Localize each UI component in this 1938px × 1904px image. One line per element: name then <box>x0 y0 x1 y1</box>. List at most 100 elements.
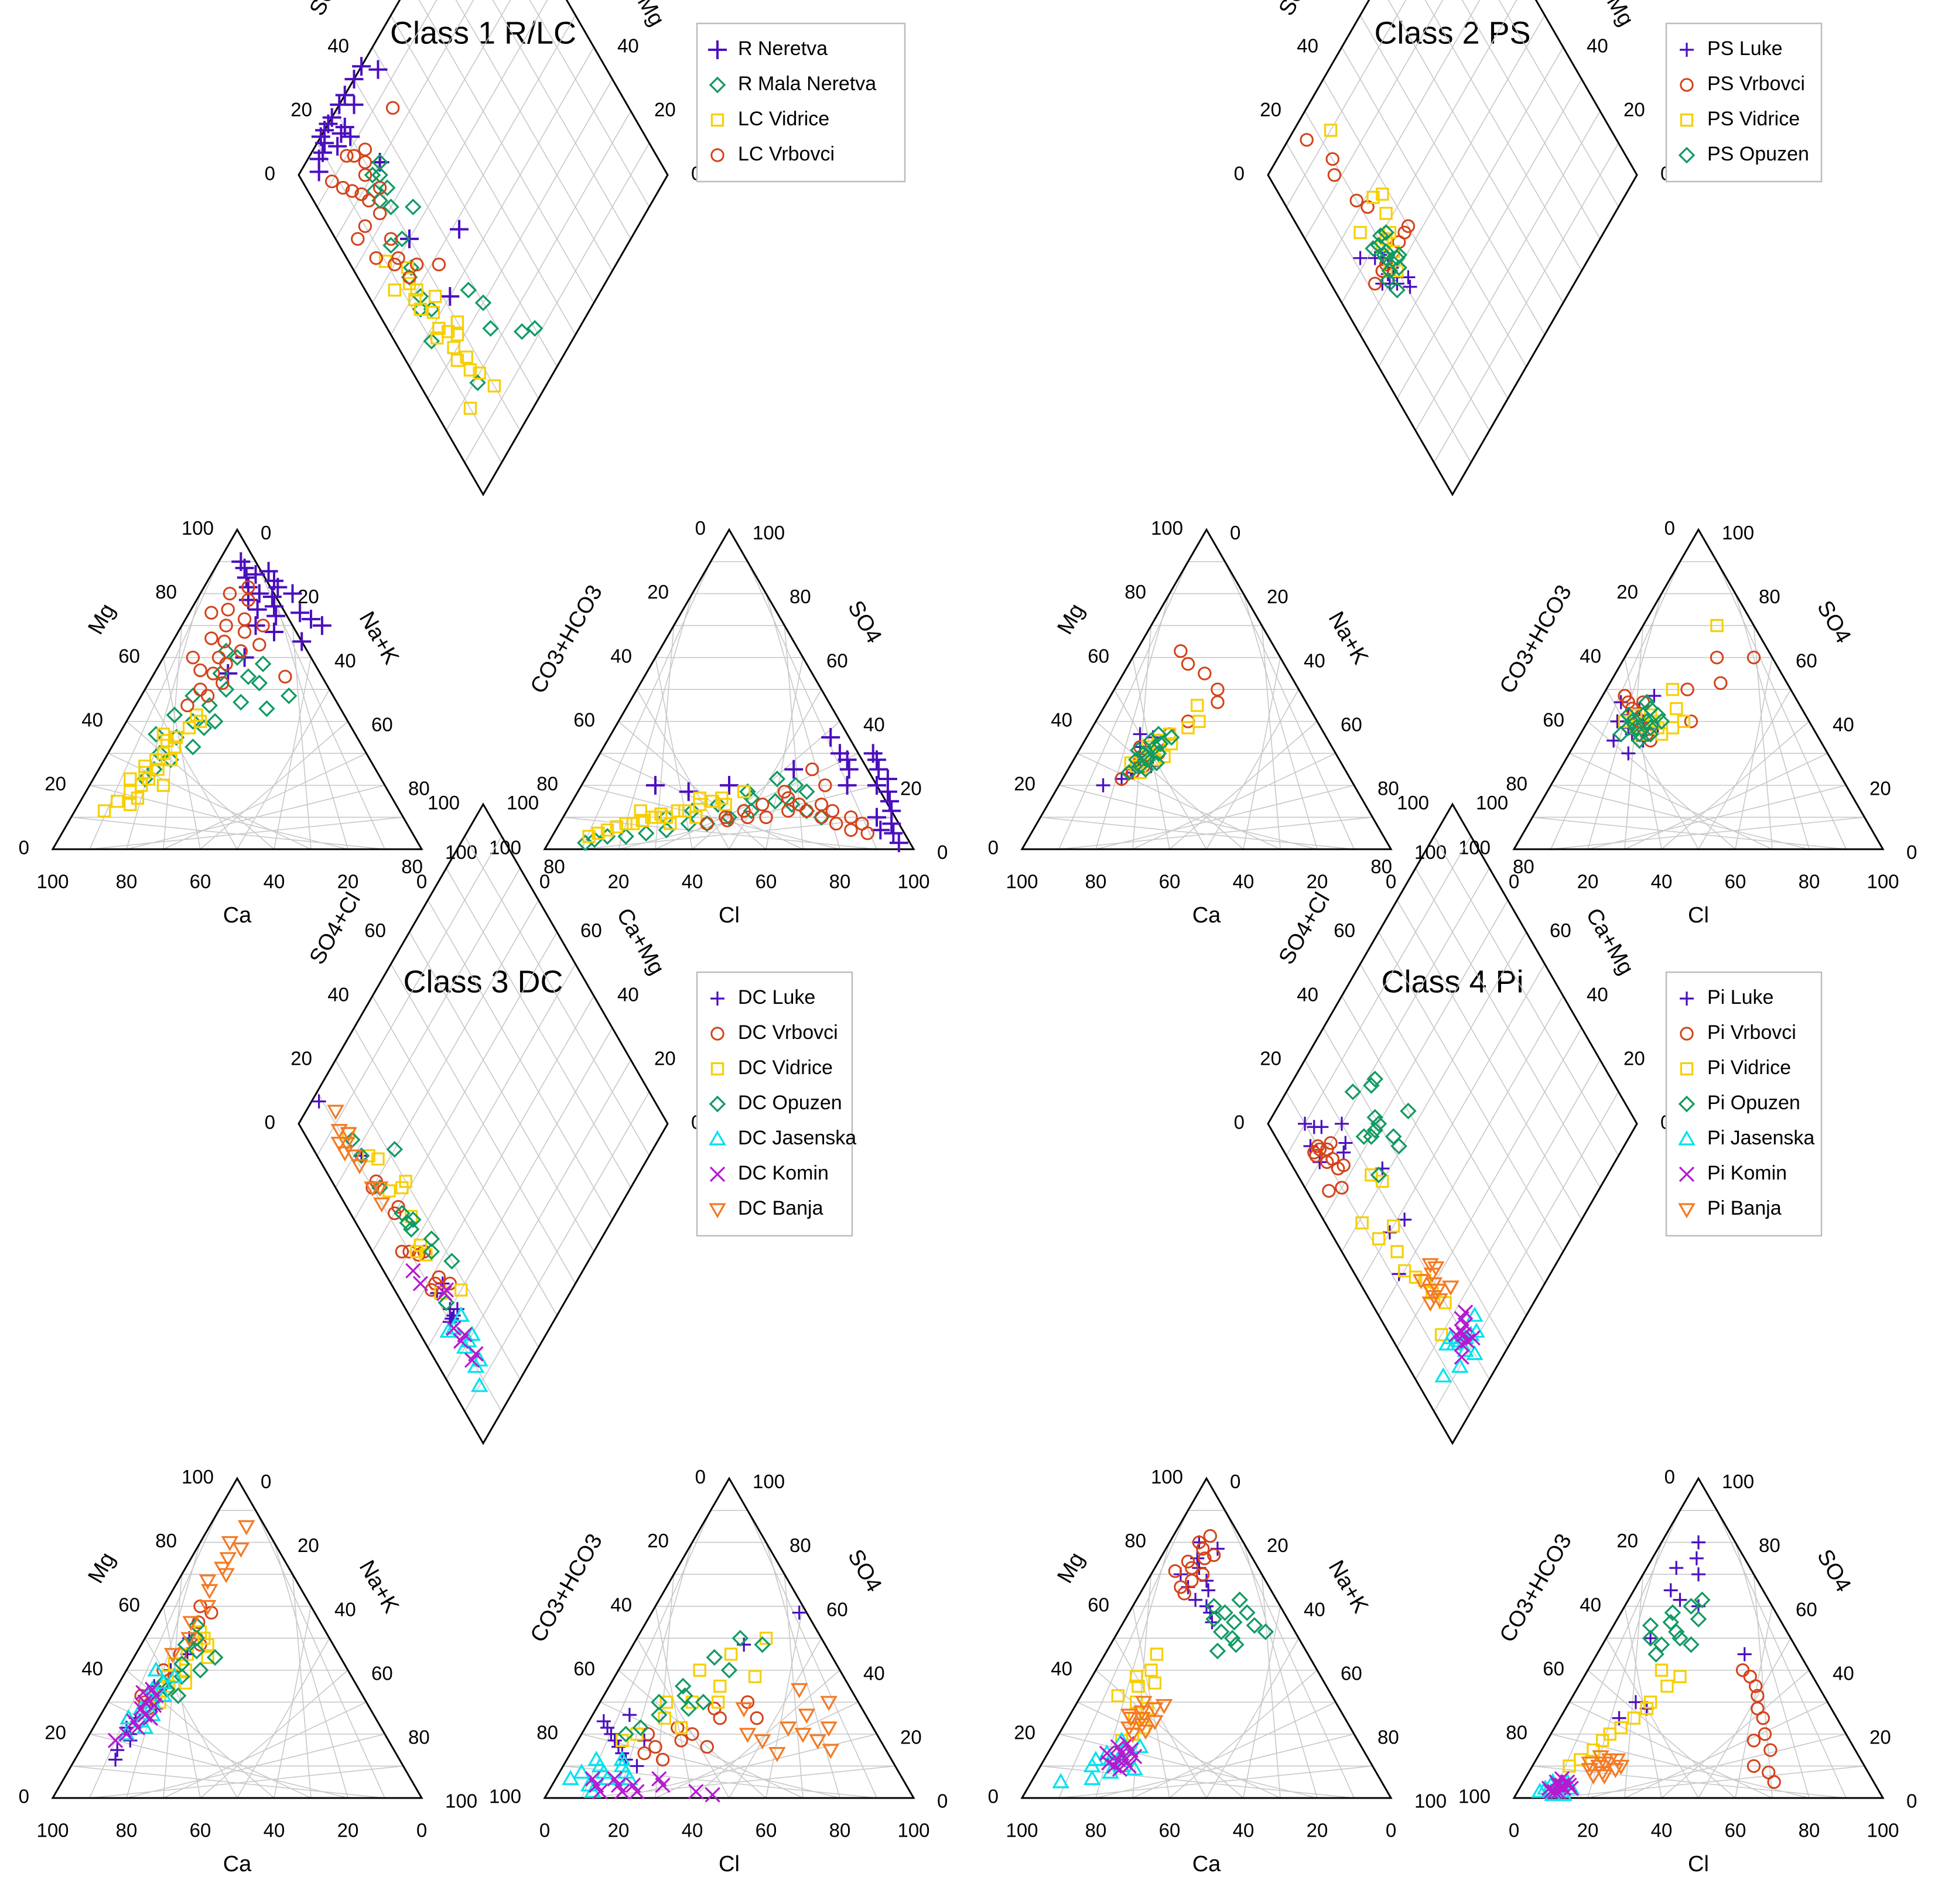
diamond-data-point <box>358 219 372 233</box>
diamond-grid-line <box>353 900 539 1220</box>
diamond-data-point <box>368 60 388 79</box>
cation-data-point <box>1096 778 1110 792</box>
diamond-grid-line <box>1415 867 1601 1188</box>
cation-grid-line <box>274 593 348 850</box>
anion-data-point <box>1640 1702 1653 1715</box>
diamond-data-point <box>353 1147 370 1164</box>
diamond-data-point <box>463 401 477 415</box>
anion-data-point <box>830 744 849 763</box>
anion-data-point <box>709 796 727 813</box>
diamond-data-point <box>322 108 341 127</box>
cation-data-point <box>119 1709 137 1725</box>
cation-left-tick: 80 <box>155 1530 177 1551</box>
anion-data-point <box>1763 1743 1778 1757</box>
diamond-data-point <box>1426 1286 1439 1300</box>
diamond-grid-line <box>1359 15 1546 336</box>
cation-data-point <box>240 668 257 685</box>
diamond-data-point <box>463 363 477 377</box>
legend: R Neretva R Mala Neretva LC Vidrice LC Vrbo… <box>696 22 906 183</box>
cation-data-point <box>214 1561 231 1577</box>
cation-right-tick: 20 <box>298 586 319 607</box>
cation-data-point <box>254 655 272 672</box>
cation-data-point <box>1137 1724 1154 1740</box>
diamond-left-tick: 0 <box>1234 1112 1245 1133</box>
cation-data-point <box>1133 727 1147 741</box>
cation-data-point <box>180 698 194 713</box>
diamond-data-point <box>1454 1324 1469 1339</box>
diamond-data-point <box>335 86 354 105</box>
diamond-left-tick: 60 <box>1334 919 1355 941</box>
legend: DC Luke DC Vrbovci DC Vidrice DC Opuzen DC J… <box>696 971 856 1237</box>
cation-data-point <box>1192 715 1206 728</box>
anion-data-point <box>1751 1688 1765 1703</box>
diamond-data-point <box>1383 225 1397 240</box>
anion-data-point <box>1691 1567 1705 1582</box>
anion-right-tick: 20 <box>1869 1727 1891 1748</box>
diamond-data-point <box>331 124 351 143</box>
diamond-data-point <box>487 379 501 393</box>
diamond-data-point <box>1409 1270 1423 1284</box>
diamond-data-point <box>372 1197 391 1213</box>
anion-data-point <box>818 778 832 792</box>
diamond-data-point <box>347 149 361 163</box>
axis-name-ca: Ca <box>223 1852 252 1876</box>
diamond-data-point <box>402 277 416 290</box>
diamond-data-point <box>457 1327 473 1343</box>
anion-data-point <box>680 1700 697 1717</box>
cation-data-point <box>206 713 224 730</box>
anion-data-point <box>756 797 770 812</box>
cation-right-tick: 40 <box>334 650 356 671</box>
cation-data-point <box>1168 1564 1182 1578</box>
anion-data-point <box>855 816 869 831</box>
cation-data-point <box>1150 745 1167 762</box>
anion-data-point <box>719 810 733 825</box>
cation-data-point <box>1100 1755 1117 1771</box>
cation-data-point <box>219 1552 237 1568</box>
anion-data-point <box>1672 1629 1689 1647</box>
diamond-data-point <box>1372 1232 1386 1246</box>
cation-data-point <box>169 1687 187 1704</box>
cation-data-point <box>1122 1712 1140 1727</box>
diamond-grid-line <box>455 0 613 271</box>
anion-data-point <box>617 1725 634 1743</box>
anion-data-point <box>582 829 596 843</box>
diamond-data-point <box>1353 251 1368 265</box>
cation-data-point <box>204 606 218 620</box>
anion-data-point <box>622 1708 637 1722</box>
anion-data-point <box>820 1696 838 1711</box>
cation-data-point <box>131 791 145 805</box>
cation-grid-line <box>1224 1510 1355 1799</box>
cation-data-point <box>1099 1745 1115 1761</box>
anion-data-point <box>1663 1583 1678 1598</box>
anion-data-point <box>646 775 665 795</box>
cation-left-tick: 100 <box>1151 1466 1183 1488</box>
diamond-grid-line <box>446 867 631 1188</box>
cation-data-point <box>1083 1757 1101 1773</box>
cation-data-point <box>1137 761 1154 778</box>
cation-data-point <box>144 1681 160 1697</box>
diamond-data-point <box>344 70 364 89</box>
legend-marker <box>709 76 726 94</box>
anion-bottom-tick: 40 <box>682 871 703 893</box>
anion-right-tick: 40 <box>863 1662 885 1684</box>
diamond-data-point <box>1375 264 1390 278</box>
legend-marker <box>1678 1095 1696 1113</box>
diamond-data-point <box>409 257 424 272</box>
anion-right-tick: 20 <box>900 1727 922 1748</box>
diamond-data-point <box>327 1105 344 1120</box>
cation-right-tick: 100 <box>445 1790 477 1812</box>
cation-data-point <box>190 708 203 722</box>
anion-data-point <box>1642 700 1659 717</box>
anion-data-point <box>1758 1727 1772 1741</box>
anion-data-point <box>724 1647 738 1661</box>
diamond-data-point <box>1366 1122 1383 1139</box>
tick-labels: 100 0 0 0 100 100 0 100 80 20 20 20 80 80 20 80 60 40 40 40… <box>988 792 1918 1841</box>
cation-bottom-tick: 60 <box>190 1820 211 1841</box>
anion-data-point <box>573 1763 590 1779</box>
anion-left-tick: 20 <box>647 581 669 603</box>
cation-data-point <box>188 1642 205 1660</box>
diamond-data-point <box>309 162 329 182</box>
anion-grid-line <box>1753 1574 1773 1799</box>
anion-bottom-tick: 60 <box>1725 1820 1746 1841</box>
diamond-data-point <box>412 1276 429 1291</box>
